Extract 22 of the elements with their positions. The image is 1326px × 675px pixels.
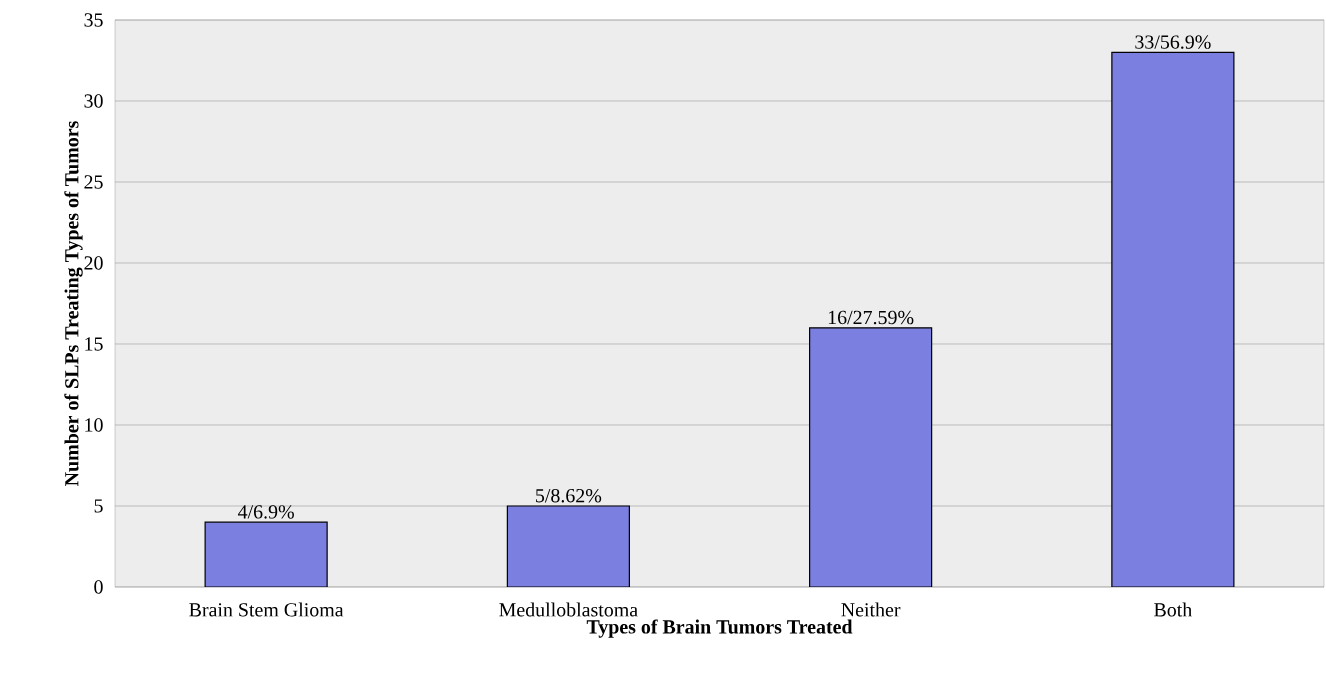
x-tick-label: Both [1154, 602, 1192, 617]
data-label: 4/6.9% [238, 505, 294, 519]
x-tick-label: Neither [841, 602, 901, 617]
bar [1111, 51, 1235, 587]
y-tick-label: 25 [84, 175, 103, 189]
data-label: 16/27.59% [828, 310, 914, 325]
x-axis-title: Types of Brain Tumors Treated [586, 619, 853, 638]
data-label: 33/56.9% [1135, 35, 1211, 49]
y-tick-label: 5 [94, 499, 103, 513]
data-label: 5/8.62% [536, 488, 602, 503]
bar [204, 521, 328, 587]
y-tick-label: 35 [84, 13, 103, 27]
y-tick-label: 20 [84, 256, 103, 270]
y-axis-title: Number of SLPs Treating Types of Tumors [64, 121, 83, 486]
y-tick-label: 30 [84, 94, 103, 108]
y-tick-label: 15 [85, 337, 103, 351]
y-tick-label: 10 [85, 418, 103, 432]
bar [809, 327, 933, 587]
x-tick-label: Brain Stem Glioma [189, 602, 344, 617]
bar [506, 505, 630, 587]
y-tick-label: 0 [94, 580, 103, 594]
x-tick-label: Medulloblastoma [499, 602, 638, 617]
